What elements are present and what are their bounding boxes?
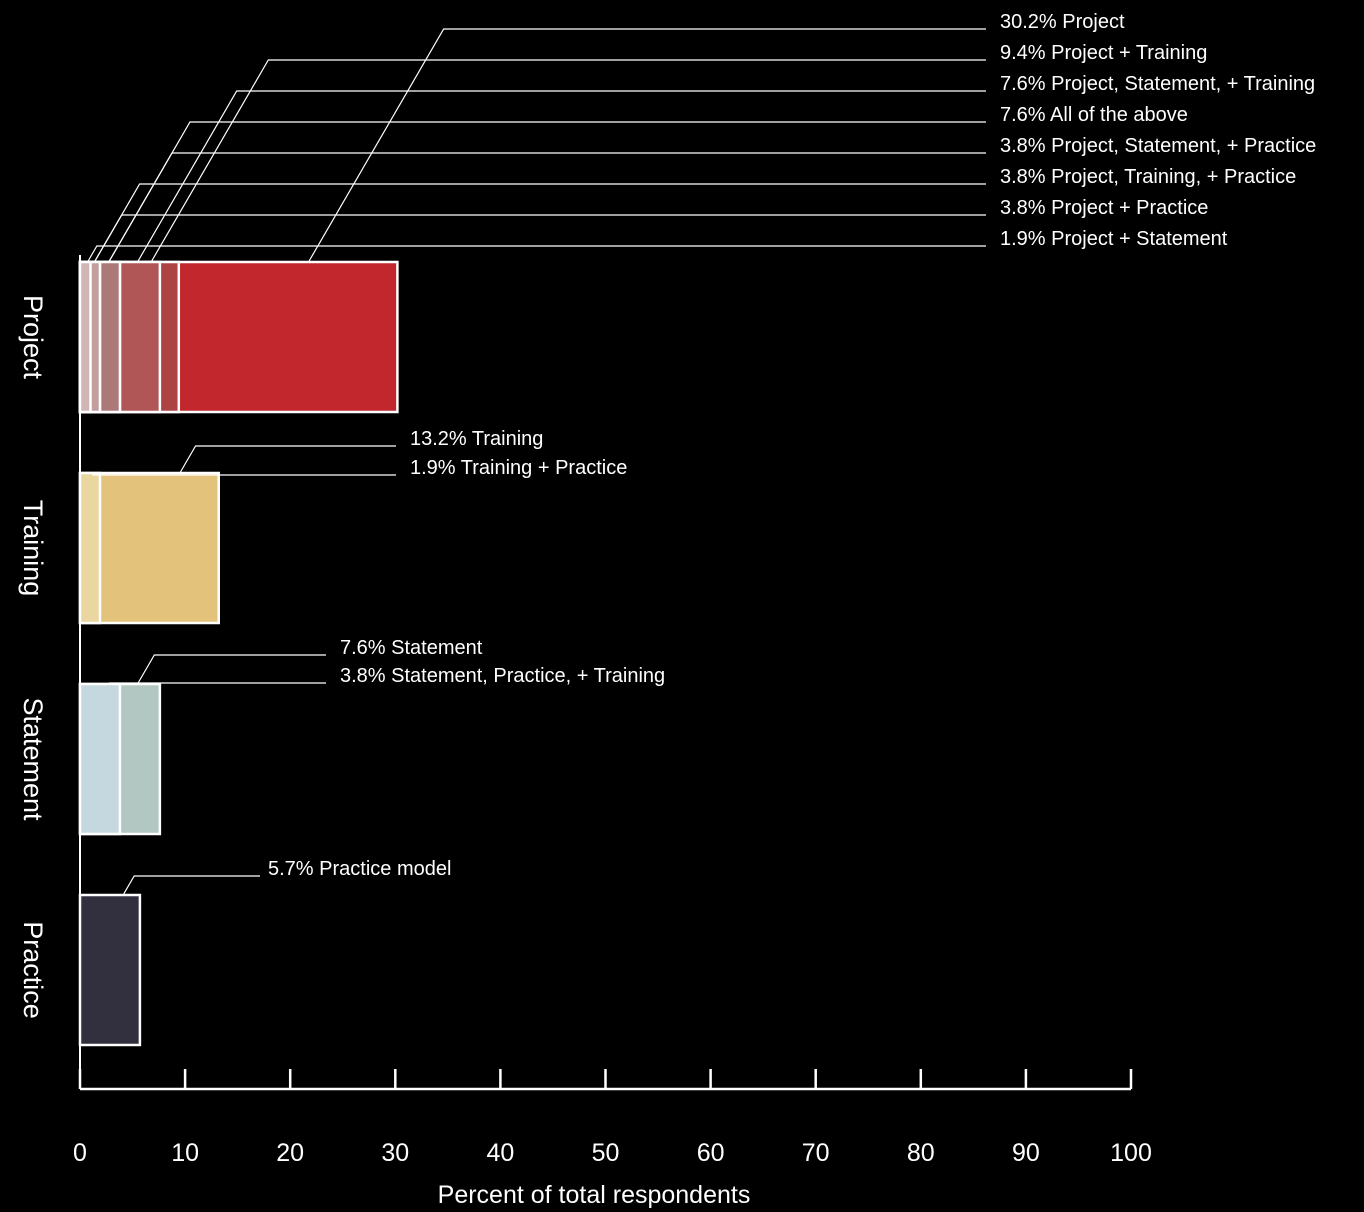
bar-segment xyxy=(78,893,142,1047)
segment-label: 3.8% Project, Training, + Practice xyxy=(1000,166,1296,188)
segment-label: 7.6% All of the above xyxy=(1000,104,1188,126)
bars xyxy=(78,260,399,1047)
segment-label: 3.8% Project, Statement, + Practice xyxy=(1000,135,1316,157)
leader-line xyxy=(108,152,986,263)
category-label: Project xyxy=(18,295,48,380)
leader-line xyxy=(93,183,986,263)
x-axis: 0 10 20 30 40 50 60 70 80 90 100 xyxy=(73,255,1152,1167)
leader-line xyxy=(108,682,326,685)
segment-label: 30.2% Project xyxy=(1000,11,1125,33)
leader-line xyxy=(150,59,986,263)
leader-line xyxy=(136,90,986,263)
segment-label: 13.2% Training xyxy=(410,428,543,450)
category-label: Training xyxy=(18,500,48,597)
leader-line xyxy=(308,28,986,263)
leader-line xyxy=(136,654,326,685)
segment-label: 3.8% Project + Practice xyxy=(1000,197,1208,219)
x-tick-label: 30 xyxy=(381,1139,409,1167)
leader-line xyxy=(87,245,986,263)
x-tick-label: 20 xyxy=(276,1139,304,1167)
x-tick-label: 90 xyxy=(1012,1139,1040,1167)
segment-label: 5.7% Practice model xyxy=(268,858,451,880)
bar-segment xyxy=(78,471,102,625)
leader-line xyxy=(122,875,260,896)
x-tick-label: 40 xyxy=(486,1139,514,1167)
bar-segment xyxy=(78,260,92,414)
leader-line xyxy=(92,472,396,476)
x-axis-title: Percent of total respondents xyxy=(438,1181,751,1209)
x-tick-label: 70 xyxy=(802,1139,830,1167)
x-tick-label: 50 xyxy=(592,1139,620,1167)
category-labels: Project Training Statement Practice xyxy=(18,295,48,1019)
segment-label: 1.9% Project + Statement xyxy=(1000,228,1228,250)
annotation-leaders xyxy=(87,28,986,896)
segment-label: 7.6% Project, Statement, + Training xyxy=(1000,73,1315,95)
x-tick-label: 10 xyxy=(171,1139,199,1167)
segment-label: 7.6% Statement xyxy=(340,637,483,659)
category-label: Practice xyxy=(18,921,48,1019)
leader-line xyxy=(93,214,986,263)
bar-segment xyxy=(78,471,220,625)
segment-label: 1.9% Training + Practice xyxy=(410,457,627,479)
category-label: Statement xyxy=(18,697,48,821)
segment-label: 3.8% Statement, Practice, + Training xyxy=(340,665,665,687)
x-tick-label: 80 xyxy=(907,1139,935,1167)
leader-line xyxy=(179,445,396,474)
bar-segment xyxy=(78,682,122,836)
annotation-labels: 30.2% Project 9.4% Project + Training 7.6%… xyxy=(268,11,1316,880)
x-tick-label: 100 xyxy=(1110,1139,1152,1167)
segment-label: 9.4% Project + Training xyxy=(1000,42,1207,64)
x-tick-label: 0 xyxy=(73,1139,87,1167)
x-tick-label: 60 xyxy=(697,1139,725,1167)
leader-line xyxy=(108,121,986,263)
